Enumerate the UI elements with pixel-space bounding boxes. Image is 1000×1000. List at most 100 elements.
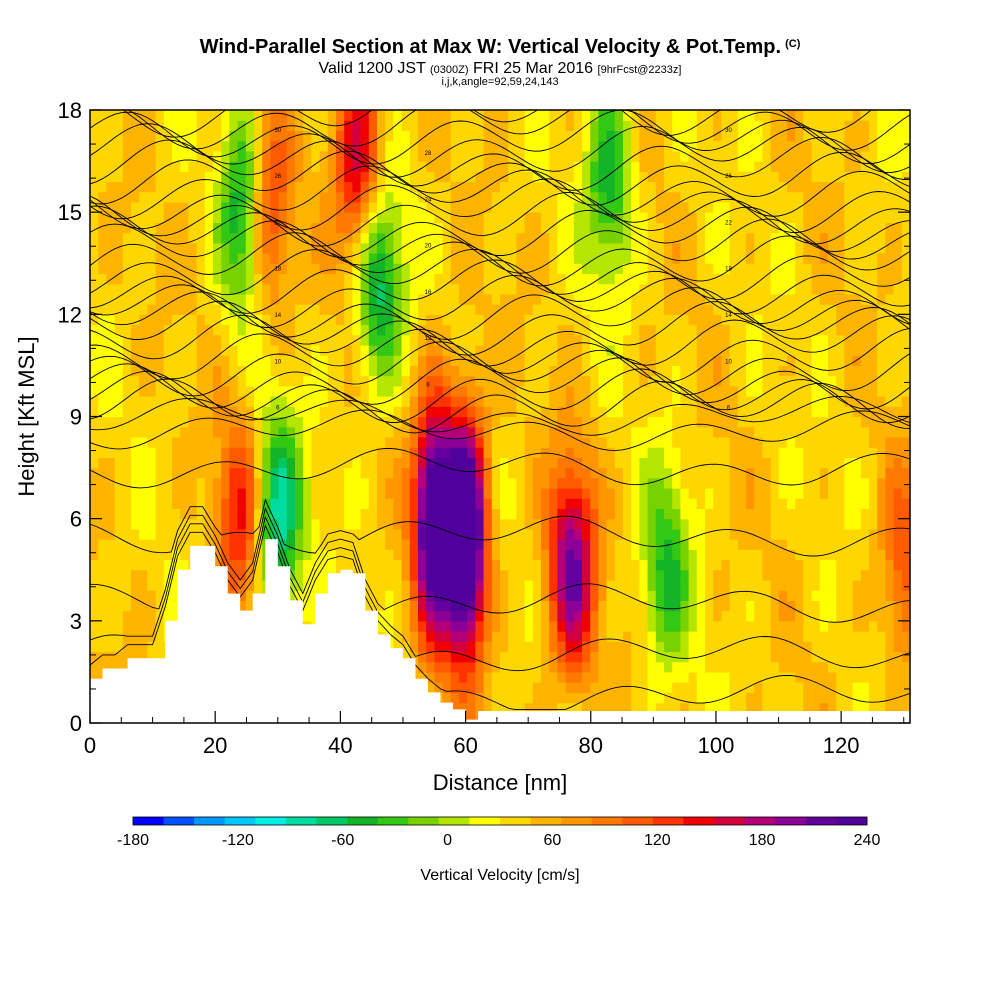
- velocity-cell: [557, 232, 567, 244]
- velocity-cell: [729, 232, 739, 244]
- velocity-cell: [532, 375, 542, 387]
- velocity-cell: [737, 324, 747, 336]
- velocity-cell: [491, 518, 501, 530]
- velocity-cell: [237, 314, 247, 326]
- velocity-cell: [655, 304, 665, 315]
- velocity-cell: [705, 385, 714, 397]
- velocity-cell: [278, 375, 288, 387]
- velocity-cell: [106, 406, 116, 418]
- velocity-cell: [598, 488, 608, 499]
- velocity-cell: [688, 283, 698, 295]
- velocity-cell: [565, 385, 575, 397]
- velocity-cell: [705, 212, 714, 223]
- velocity-cell: [598, 620, 608, 632]
- velocity-cell: [426, 293, 435, 305]
- velocity-cell: [204, 385, 214, 397]
- velocity-cell: [606, 549, 616, 561]
- velocity-cell: [532, 508, 542, 520]
- velocity-cell: [278, 181, 288, 193]
- velocity-cell: [418, 355, 427, 366]
- velocity-cell: [508, 702, 517, 714]
- velocity-cell: [418, 283, 427, 295]
- velocity-cell: [442, 590, 452, 601]
- velocity-cell: [303, 324, 312, 336]
- velocity-cell: [483, 263, 493, 274]
- velocity-cell: [360, 365, 370, 377]
- velocity-cell: [475, 447, 485, 458]
- velocity-cell: [237, 273, 247, 285]
- velocity-cell: [262, 518, 271, 530]
- velocity-cell: [131, 334, 140, 346]
- velocity-cell: [582, 253, 591, 264]
- velocity-cell: [401, 539, 411, 550]
- velocity-cell: [729, 191, 739, 203]
- velocity-cell: [491, 222, 501, 234]
- velocity-cell: [336, 549, 345, 561]
- velocity-cell: [262, 232, 271, 244]
- velocity-cell: [319, 110, 329, 121]
- velocity-cell: [450, 120, 460, 131]
- velocity-cell: [524, 641, 534, 653]
- velocity-cell: [139, 232, 148, 244]
- velocity-cell: [639, 426, 649, 438]
- velocity-cell: [475, 488, 485, 499]
- velocity-cell: [696, 651, 706, 663]
- velocity-cell: [327, 375, 337, 387]
- velocity-cell: [672, 702, 681, 714]
- velocity-cell: [647, 242, 657, 254]
- velocity-cell: [623, 457, 632, 469]
- velocity-cell: [655, 191, 665, 203]
- velocity-cell: [393, 610, 403, 622]
- velocity-cell: [516, 528, 526, 540]
- velocity-cell: [688, 498, 698, 509]
- velocity-cell: [590, 590, 599, 601]
- velocity-cell: [401, 467, 411, 479]
- velocity-cell: [705, 651, 714, 663]
- velocity-cell: [450, 620, 460, 632]
- velocity-cell: [475, 692, 485, 704]
- velocity-cell: [90, 314, 99, 326]
- velocity-cell: [475, 110, 485, 121]
- velocity-cell: [549, 641, 558, 653]
- velocity-cell: [245, 508, 255, 520]
- velocity-cell: [401, 365, 411, 377]
- velocity-cell: [664, 631, 673, 642]
- velocity-cell: [516, 549, 526, 561]
- velocity-cell: [213, 426, 222, 438]
- velocity-cell: [696, 283, 706, 295]
- velocity-cell: [254, 580, 263, 591]
- velocity-cell: [573, 488, 583, 499]
- velocity-cell: [237, 232, 247, 244]
- velocity-cell: [401, 457, 411, 469]
- velocity-cell: [655, 671, 665, 683]
- velocity-cell: [172, 416, 181, 428]
- velocity-cell: [500, 130, 509, 142]
- velocity-cell: [303, 477, 312, 489]
- velocity-cell: [172, 508, 181, 520]
- velocity-cell: [188, 365, 198, 377]
- velocity-cell: [122, 212, 132, 223]
- velocity-cell: [131, 426, 140, 438]
- velocity-cell: [450, 385, 460, 397]
- velocity-cell: [500, 110, 509, 121]
- velocity-cell: [467, 539, 476, 550]
- velocity-cell: [459, 671, 468, 683]
- velocity-cell: [696, 436, 706, 448]
- velocity-cell: [418, 396, 427, 407]
- velocity-cell: [221, 375, 230, 387]
- velocity-cell: [623, 191, 632, 203]
- velocity-cell: [746, 222, 755, 234]
- velocity-cell: [278, 130, 288, 142]
- velocity-cell: [696, 661, 706, 673]
- velocity-cell: [377, 191, 386, 203]
- velocity-cell: [278, 447, 288, 458]
- velocity-cell: [114, 150, 124, 162]
- velocity-cell: [500, 201, 509, 213]
- velocity-cell: [336, 385, 345, 397]
- velocity-cell: [664, 120, 673, 131]
- velocity-cell: [459, 171, 468, 183]
- velocity-cell: [90, 396, 99, 407]
- velocity-cell: [139, 467, 148, 479]
- velocity-cell: [221, 355, 230, 366]
- velocity-cell: [122, 140, 132, 152]
